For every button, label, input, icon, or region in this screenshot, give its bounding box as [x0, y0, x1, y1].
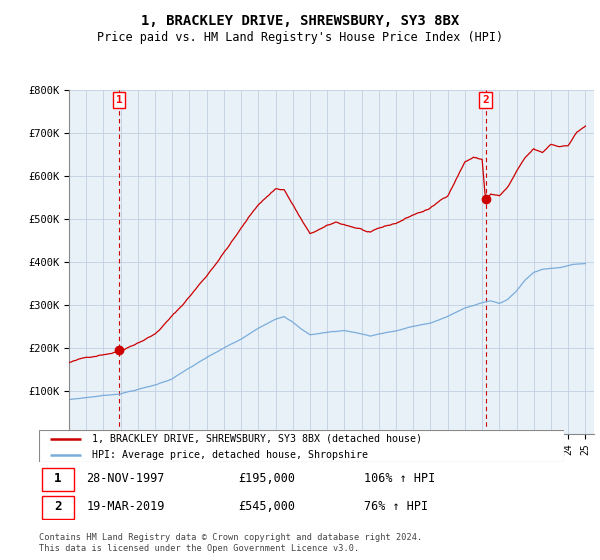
Text: 2: 2: [54, 500, 62, 513]
Text: 28-NOV-1997: 28-NOV-1997: [86, 472, 164, 486]
Text: £545,000: £545,000: [239, 500, 296, 513]
Text: 106% ↑ HPI: 106% ↑ HPI: [365, 472, 436, 486]
Text: 2: 2: [482, 95, 489, 105]
Text: 1: 1: [116, 95, 122, 105]
Text: £195,000: £195,000: [239, 472, 296, 486]
Bar: [41, 468, 74, 491]
Text: 1: 1: [54, 472, 62, 486]
Text: 76% ↑ HPI: 76% ↑ HPI: [365, 500, 428, 513]
Text: 19-MAR-2019: 19-MAR-2019: [86, 500, 164, 513]
Text: 1, BRACKLEY DRIVE, SHREWSBURY, SY3 8BX: 1, BRACKLEY DRIVE, SHREWSBURY, SY3 8BX: [141, 14, 459, 28]
Bar: [41, 496, 74, 519]
Text: Price paid vs. HM Land Registry's House Price Index (HPI): Price paid vs. HM Land Registry's House …: [97, 31, 503, 44]
Text: Contains HM Land Registry data © Crown copyright and database right 2024.
This d: Contains HM Land Registry data © Crown c…: [39, 533, 422, 553]
Text: 1, BRACKLEY DRIVE, SHREWSBURY, SY3 8BX (detached house): 1, BRACKLEY DRIVE, SHREWSBURY, SY3 8BX (…: [91, 433, 421, 444]
Text: HPI: Average price, detached house, Shropshire: HPI: Average price, detached house, Shro…: [91, 450, 367, 460]
